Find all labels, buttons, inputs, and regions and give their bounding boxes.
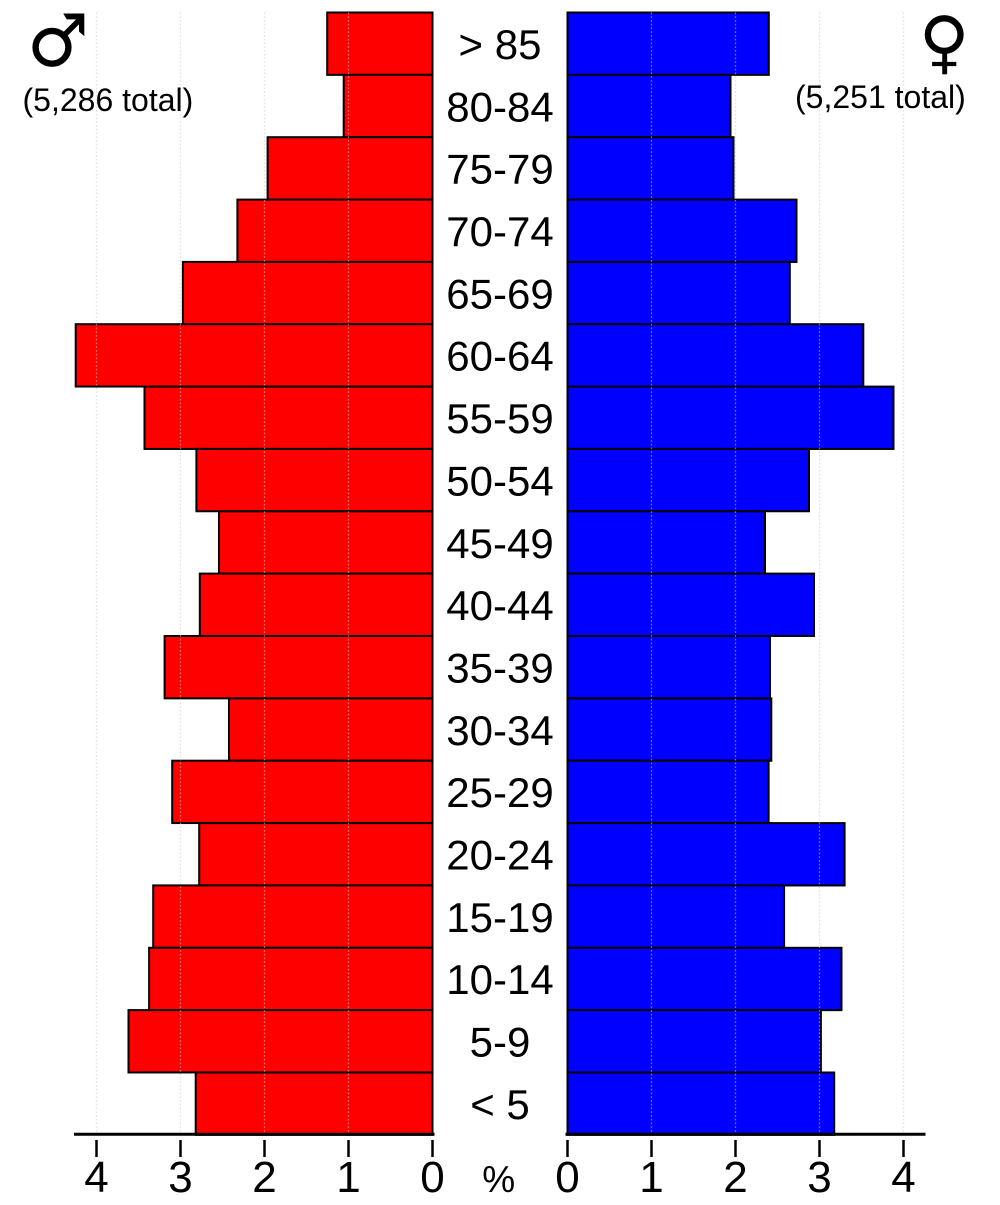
svg-text:65-69: 65-69 [446, 270, 553, 317]
svg-text:< 5: < 5 [470, 1081, 530, 1128]
svg-text:(5,286 total): (5,286 total) [23, 82, 194, 118]
svg-text:55-59: 55-59 [446, 395, 553, 442]
svg-text:50-54: 50-54 [446, 457, 553, 504]
svg-text:0: 0 [420, 1153, 444, 1200]
svg-text:(5,251 total): (5,251 total) [795, 79, 966, 115]
svg-text:2: 2 [723, 1153, 747, 1200]
svg-text:80-84: 80-84 [446, 83, 553, 130]
svg-text:2: 2 [252, 1153, 276, 1200]
svg-text:70-74: 70-74 [446, 208, 553, 255]
svg-text:30-34: 30-34 [446, 707, 553, 754]
svg-text:1: 1 [336, 1153, 360, 1200]
svg-text:10-14: 10-14 [446, 956, 553, 1003]
svg-text:75-79: 75-79 [446, 146, 553, 193]
svg-text:40-44: 40-44 [446, 582, 553, 629]
svg-text:3: 3 [168, 1153, 192, 1200]
svg-text:4: 4 [84, 1153, 108, 1200]
svg-text:%: % [482, 1159, 515, 1200]
svg-text:3: 3 [807, 1153, 831, 1200]
svg-text:15-19: 15-19 [446, 894, 553, 941]
svg-text:60-64: 60-64 [446, 333, 553, 380]
svg-text:0: 0 [555, 1153, 579, 1200]
svg-text:45-49: 45-49 [446, 520, 553, 567]
svg-text:20-24: 20-24 [446, 832, 553, 879]
svg-text:4: 4 [891, 1153, 915, 1200]
svg-text:> 85: > 85 [459, 21, 542, 68]
svg-text:1: 1 [639, 1153, 663, 1200]
svg-text:25-29: 25-29 [446, 769, 553, 816]
svg-text:35-39: 35-39 [446, 645, 553, 692]
svg-text:5-9: 5-9 [470, 1019, 531, 1066]
